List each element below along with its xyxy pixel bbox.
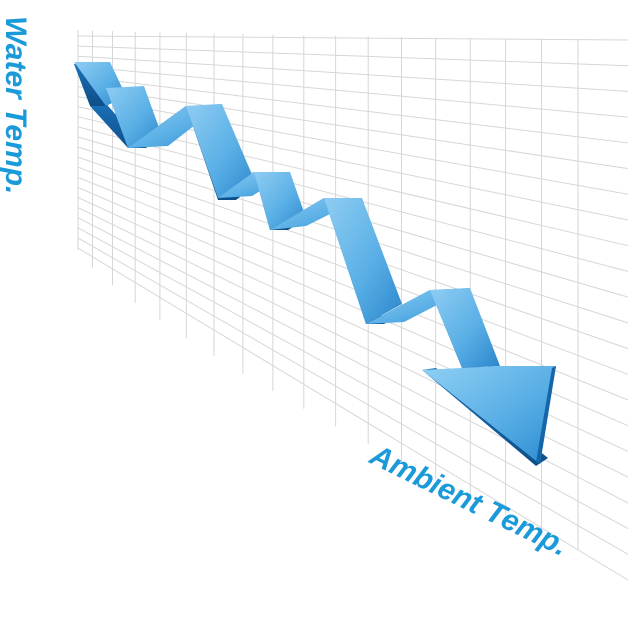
grid-line-horizontal: [77, 237, 629, 555]
descending-staircase-arrow: [74, 62, 556, 466]
grid-line-horizontal: [77, 75, 629, 144]
grid-line-horizontal: [77, 45, 629, 67]
y-axis-label: Water Temp.: [0, 16, 32, 194]
grid-line-horizontal: [77, 86, 629, 170]
arrowhead-edge: [536, 366, 556, 464]
perspective-grid: [77, 30, 629, 581]
grid-line-horizontal: [77, 65, 629, 118]
grid-line-horizontal: [77, 55, 629, 92]
grid-line-horizontal: [77, 247, 629, 581]
grid-line-horizontal: [77, 176, 629, 401]
grid-line-horizontal: [77, 35, 629, 41]
grid-line-horizontal: [77, 227, 629, 530]
arrowhead: [422, 366, 556, 464]
arrow-top-faces: [74, 62, 500, 368]
grid-line-horizontal: [77, 96, 629, 195]
